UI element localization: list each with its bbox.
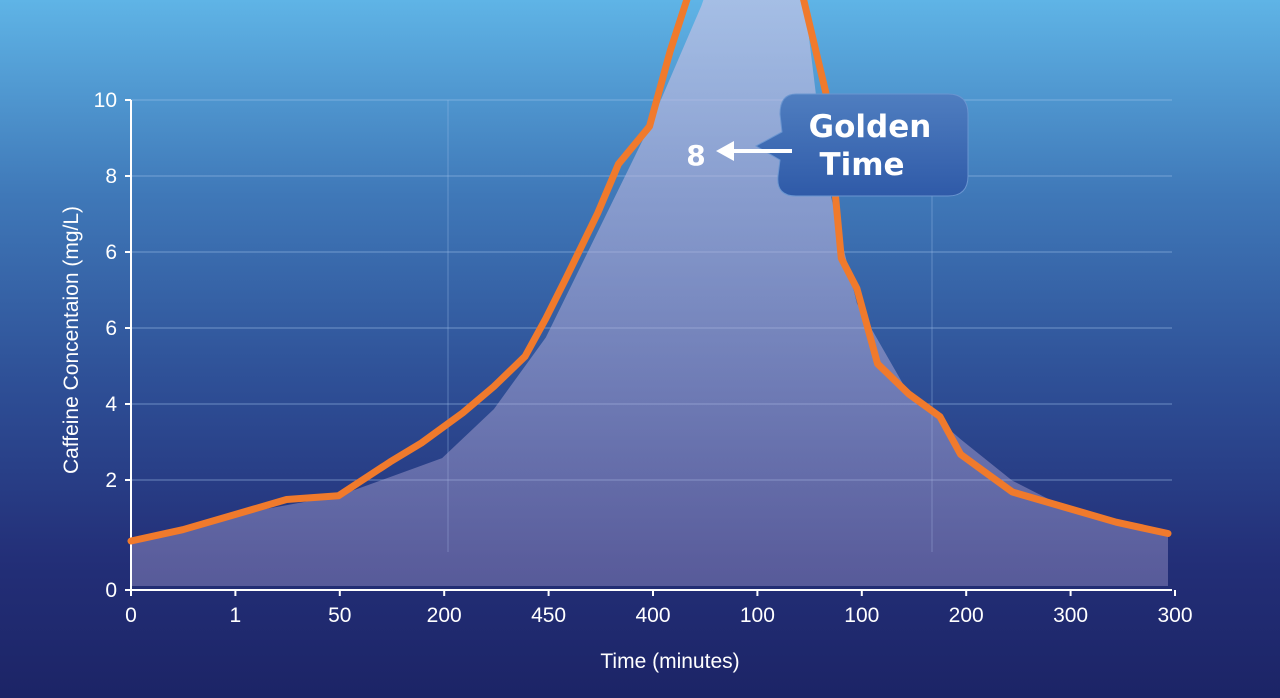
- x-tick-label: 100: [844, 604, 879, 627]
- x-tick-label: 1: [230, 604, 242, 627]
- y-tick-label: 4: [105, 393, 117, 416]
- callout-bubble: [754, 93, 969, 197]
- golden-time-callout: Golden Time: [754, 93, 969, 197]
- y-tick-label: 0: [105, 579, 117, 602]
- x-tick-label: 200: [427, 604, 462, 627]
- callout-line-1: Golden: [809, 109, 932, 145]
- y-tick-label: 10: [94, 89, 117, 112]
- x-tick-label: 0: [125, 604, 137, 627]
- y-tick-label: 6: [105, 241, 117, 264]
- x-tick-label: 200: [949, 604, 984, 627]
- shaded-area: [131, 0, 1168, 586]
- x-tick-label: 300: [1157, 604, 1192, 627]
- y-tick-label: 2: [105, 469, 117, 492]
- x-tick-label: 50: [328, 604, 351, 627]
- x-tick-label: 300: [1053, 604, 1088, 627]
- arrow-head-icon: [716, 141, 734, 161]
- x-axis-title: Time (minutes): [600, 650, 739, 673]
- concentration-line: [127, 0, 1172, 545]
- y-axis-title: Caffeine Concentaion (mg/L): [60, 206, 83, 474]
- peak-value-label: 8: [686, 139, 705, 172]
- x-tick-label: 450: [531, 604, 566, 627]
- axes: [130, 100, 1172, 591]
- peak-annotation: 8: [686, 139, 792, 172]
- y-tick-label: 8: [105, 165, 117, 188]
- y-tick-label: 6: [105, 317, 117, 340]
- x-tick-labels: 0 1 50 200 450 400 100 100 200 300 300: [125, 590, 1193, 627]
- callout-line-2: Time: [819, 147, 904, 183]
- y-tick-labels: 0 2 4 6 6 8 10: [94, 89, 131, 602]
- x-tick-label: 100: [740, 604, 775, 627]
- x-tick-label: 400: [635, 604, 670, 627]
